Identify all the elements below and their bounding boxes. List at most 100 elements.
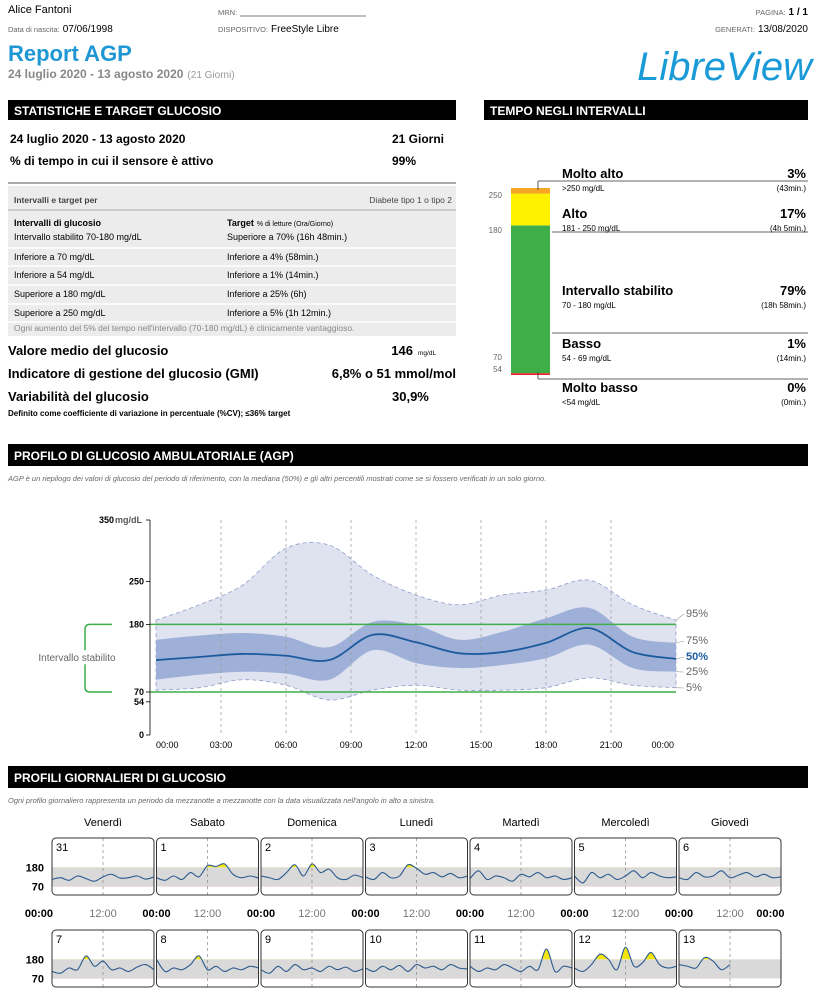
- section-description: AGP è un riepilogo dei valori di glucosi…: [7, 474, 546, 483]
- percentile-band-25-75: [156, 607, 676, 681]
- percentile-label: 5%: [686, 682, 702, 694]
- weekday: Domenica: [287, 817, 337, 829]
- generated-part: GENERATI:: [715, 25, 755, 34]
- metric-unit: mg/dL: [418, 350, 436, 357]
- tir-scale-label: 54: [493, 365, 502, 374]
- tir-range: 70 - 180 mg/dL: [562, 301, 616, 310]
- tir-segment: [511, 188, 550, 194]
- tir-name: Molto basso: [562, 380, 638, 395]
- daily-x-label: 12:00: [403, 908, 431, 920]
- section-title: TEMPO NEGLI INTERVALLI: [490, 104, 646, 118]
- daily-profile: [679, 930, 781, 987]
- target-range: Intervallo stabilito 70-180 mg/dL: [14, 232, 142, 242]
- weekday: Mercoledì: [601, 817, 649, 829]
- target-range: Superiore a 250 mg/dL: [14, 308, 106, 318]
- day-frame: [260, 837, 364, 896]
- daily-x-label: 00:00: [25, 908, 53, 920]
- tir-name: Molto alto: [562, 166, 623, 181]
- mrn: MRN:: [218, 8, 237, 17]
- tir-range: <54 mg/dL: [562, 398, 601, 407]
- weekday: Giovedì: [711, 817, 749, 829]
- section-bar: [8, 444, 808, 466]
- day-number: 11: [474, 934, 485, 946]
- targets-box: [8, 186, 456, 336]
- section-bar: [8, 766, 808, 788]
- stat-value: 21 Giorni: [392, 132, 444, 146]
- dob-part: 07/06/1998: [63, 24, 113, 35]
- day-frame: [365, 929, 468, 988]
- x-tick-label: 15:00: [470, 740, 493, 750]
- stat-value: 99%: [392, 154, 416, 168]
- daily-y-label: 180: [26, 954, 44, 966]
- glucose-line: [261, 963, 363, 974]
- glucose-line: [365, 863, 468, 881]
- day-number: 6: [683, 842, 689, 854]
- percentile-label: 95%: [686, 608, 708, 620]
- target-label: Intervallo stabilito: [38, 653, 116, 664]
- tir-value: 1%: [787, 336, 806, 351]
- y-tick-label: 250: [129, 576, 144, 586]
- day-number: 13: [683, 934, 695, 946]
- day-frame: [51, 929, 155, 988]
- daily-x-label: 00:00: [456, 908, 484, 920]
- tir-scale-label: 70: [493, 353, 502, 362]
- metric-value: 6,8% o 51 mmol/mol: [332, 366, 456, 381]
- x-tick-label: 00:00: [156, 740, 179, 750]
- tir-scale-label: 250: [489, 191, 503, 200]
- glucose-line: [52, 955, 154, 974]
- daily-profile: [574, 930, 677, 987]
- daily-x-label: 12:00: [89, 908, 117, 920]
- targets-col2-part: Target: [227, 218, 254, 228]
- glucose-line: [261, 863, 363, 881]
- weekday: Venerdì: [84, 817, 122, 829]
- target-goal: Inferiore a 5% (1h 12min.): [227, 308, 331, 318]
- daily-profile: [365, 930, 468, 987]
- daily-profile: [261, 930, 363, 987]
- target-goal: Inferiore a 4% (58min.): [227, 252, 319, 262]
- x-tick-label: 00:00: [651, 740, 674, 750]
- target-range: Inferiore a 70 mg/dL: [14, 252, 95, 262]
- patient-name: Alice Fantoni: [8, 4, 72, 16]
- target-goal: Inferiore a 1% (14min.): [227, 270, 319, 280]
- targets-note: Ogni aumento del 5% del tempo nell'inter…: [14, 323, 354, 333]
- daily-x-label: 12:00: [298, 908, 326, 920]
- report-period-part: 24 luglio 2020 - 13 agosto 2020: [8, 67, 184, 81]
- daily-profile: [156, 838, 259, 895]
- percentile-leader: [675, 656, 685, 660]
- daily-x-label: 00:00: [142, 908, 170, 920]
- metric-value: 30,9%: [392, 389, 429, 404]
- report-period: 24 luglio 2020 - 13 agosto 2020 (21 Giorn…: [8, 67, 235, 81]
- tir-scale-label: 180: [489, 226, 503, 235]
- tir-value: 0%: [787, 380, 806, 395]
- target-label-bg: [18, 650, 136, 665]
- target-range: Inferiore a 54 mg/dL: [14, 270, 95, 280]
- daily-x-label: 12:00: [194, 908, 222, 920]
- x-tick-label: 03:00: [210, 740, 233, 750]
- section-description: Ogni profilo giornaliero rappresenta un …: [8, 796, 435, 805]
- tir-time: (0min.): [781, 398, 806, 407]
- weekday: Sabato: [190, 817, 225, 829]
- metric-label: Indicatore di gestione del glucosio (GMI…: [8, 366, 259, 381]
- target-goal: Superiore a 70% (16h 48min.): [227, 232, 347, 242]
- day-frame: [678, 929, 782, 988]
- high-fill: [470, 948, 572, 960]
- x-tick-label: 12:00: [405, 740, 428, 750]
- glucose-line: [156, 863, 259, 881]
- x-tick-label: 09:00: [340, 740, 363, 750]
- glucose-line: [52, 873, 154, 882]
- targets-col2: Target% di letture (Ora/Giorno): [227, 218, 333, 228]
- glucose-line: [574, 870, 677, 884]
- day-frame: [469, 929, 573, 988]
- device-part: DISPOSITIVO:: [218, 25, 268, 34]
- tir-name: Alto: [562, 206, 587, 221]
- device: DISPOSITIVO: FreeStyle Libre: [218, 24, 339, 35]
- y-tick-label: 70: [134, 687, 144, 697]
- tir-range: 181 - 250 mg/dL: [562, 224, 621, 233]
- logo: LibreView: [637, 45, 815, 89]
- day-number: 8: [161, 934, 167, 946]
- percentile-label: 50%: [686, 651, 708, 663]
- daily-profile: [365, 838, 468, 895]
- tir-value: 79%: [780, 283, 806, 298]
- glucose-line: [574, 946, 677, 973]
